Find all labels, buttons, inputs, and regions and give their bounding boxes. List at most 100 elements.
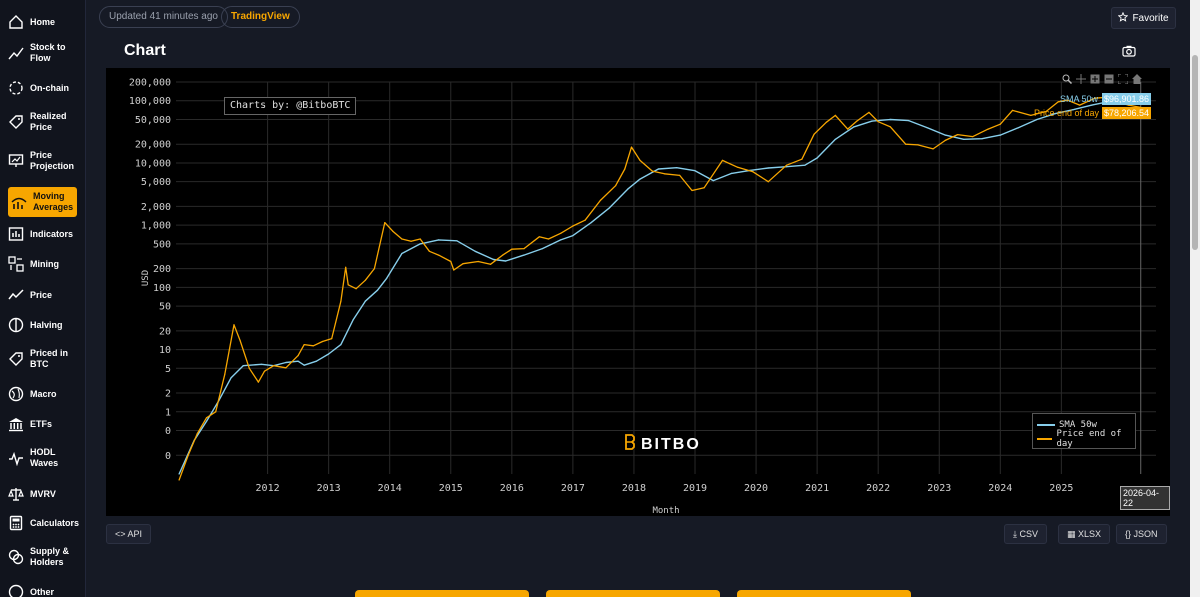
sidebar-item-hodl-waves[interactable]: HODL Waves — [8, 447, 78, 469]
price-point — [825, 121, 827, 123]
tradingview-button[interactable]: TradingView — [221, 6, 300, 28]
chart-panel: 200,000 100,000 50,000 20,000 10,000 5,000 2,0… — [106, 68, 1170, 516]
price-point — [987, 128, 989, 130]
x-tick-label: 2023 — [927, 483, 951, 494]
scrollbar-thumb[interactable] — [1192, 55, 1198, 250]
sidebar-item-etfs[interactable]: ETFs — [8, 416, 78, 432]
price-point — [856, 120, 858, 122]
price-point — [801, 158, 803, 160]
price-point — [511, 248, 513, 250]
sma-point — [1054, 113, 1056, 115]
tag-icon — [8, 114, 24, 130]
sidebar-item-supply-holders[interactable]: Supply & Holders — [8, 546, 78, 568]
bottom-tab-3[interactable] — [737, 590, 911, 597]
zoom-out-icon[interactable] — [1104, 71, 1114, 84]
y-tick-label: 100,000 — [129, 96, 171, 107]
price-point — [263, 370, 266, 372]
sma-point — [804, 164, 806, 166]
sidebar-item-macro[interactable]: Macro — [8, 386, 78, 402]
hover-price-value: $78,206.54 — [1102, 107, 1152, 119]
sma-point — [908, 120, 910, 122]
sma-point — [474, 250, 476, 252]
scale-icon — [8, 486, 24, 502]
zoom-in-icon[interactable] — [1090, 71, 1100, 84]
price-point — [572, 225, 574, 227]
price-end-of-day-line[interactable] — [178, 96, 1141, 481]
sma-point — [505, 260, 507, 262]
sma-point — [1073, 109, 1075, 111]
xlsx-button[interactable]: ▦ XLSX — [1058, 524, 1111, 544]
sidebar-item-price-projection[interactable]: Price Projection — [8, 150, 78, 172]
price-point — [624, 168, 626, 170]
autoscale-icon[interactable] — [1117, 71, 1129, 85]
sma-point — [456, 240, 458, 242]
price-point — [1011, 109, 1014, 111]
price-point — [477, 260, 479, 263]
sidebar-item-halving[interactable]: Halving — [8, 317, 78, 333]
y-tick-label: 50 — [159, 302, 171, 313]
page-scrollbar[interactable] — [1190, 0, 1200, 597]
sma-point — [834, 138, 837, 140]
legend-item-sma[interactable]: SMA 50w — [1037, 418, 1131, 432]
price-point — [312, 345, 314, 347]
sma-point — [340, 344, 342, 346]
y-tick-label: 1,000 — [141, 221, 171, 232]
sidebar-item-price[interactable]: Price — [8, 287, 78, 303]
sidebar-item-mining[interactable]: Mining — [8, 256, 78, 272]
price-point — [453, 269, 455, 271]
sidebar-item-home[interactable]: Home — [8, 14, 78, 30]
camera-icon[interactable] — [1122, 44, 1136, 58]
sma-point — [285, 361, 287, 364]
sidebar-item-other[interactable]: Other — [8, 584, 78, 597]
other-icon — [8, 584, 24, 597]
bottom-tab-1[interactable] — [355, 590, 529, 597]
onchain-icon — [8, 80, 24, 96]
price-point — [538, 236, 540, 238]
price-point — [560, 232, 562, 234]
sidebar-item-label: MVRV — [30, 488, 56, 499]
hover-price-name: Price end of day — [1034, 108, 1100, 118]
sidebar-item-stock-to-flow[interactable]: Stock to Flow — [8, 42, 78, 64]
y-tick-label: 2,000 — [141, 202, 171, 213]
price-point — [584, 219, 586, 221]
price-point — [599, 199, 601, 201]
sma-point — [328, 353, 330, 355]
sidebar-item-label: Priced in BTC — [30, 348, 69, 369]
y-tick-label: 2 — [165, 389, 171, 400]
y-tick-label: 0 — [165, 426, 171, 437]
bottom-tab-2[interactable] — [546, 590, 720, 597]
zoom-icon[interactable] — [1062, 71, 1073, 85]
api-button[interactable]: <> API — [106, 524, 152, 544]
sma-point — [981, 138, 983, 140]
sidebar-item-priced-in-btc[interactable]: Priced in BTC — [8, 348, 78, 370]
sma-point — [401, 252, 403, 255]
price-point — [428, 250, 430, 252]
sidebar-item-mvrv[interactable]: MVRV — [8, 486, 78, 502]
sma-point — [999, 134, 1001, 136]
bitbo-logo-icon — [624, 434, 636, 455]
sma-point — [230, 377, 232, 379]
csv-button[interactable]: ⤓ CSV — [1004, 524, 1048, 544]
favorite-button[interactable]: Favorite — [1111, 7, 1176, 29]
sidebar-item-moving-averages[interactable]: Moving Averages — [8, 187, 77, 217]
price-point — [257, 381, 259, 383]
sidebar-item-calculators[interactable]: Calculators — [8, 515, 79, 531]
reset-home-icon[interactable] — [1132, 71, 1142, 84]
json-button[interactable]: {} JSON — [1116, 524, 1167, 544]
sidebar-item-realized-price[interactable]: Realized Price — [8, 111, 78, 133]
price-point — [999, 123, 1001, 125]
pan-icon[interactable] — [1076, 71, 1086, 84]
page-title: Chart — [124, 42, 166, 59]
y-tick-label: 500 — [153, 239, 171, 250]
sidebar-item-on-chain[interactable]: On-chain — [8, 80, 78, 96]
x-tick-label: 2016 — [500, 483, 524, 494]
price-point — [957, 134, 959, 136]
price-point — [438, 254, 440, 256]
sma-point — [926, 127, 928, 129]
sidebar-item-indicators[interactable]: Indicators — [8, 226, 78, 242]
price-point — [1030, 114, 1032, 116]
price-point — [502, 254, 504, 256]
sma-point — [657, 168, 660, 170]
price-chart[interactable]: 200,000 100,000 50,000 20,000 10,000 5,000 2,0… — [106, 68, 1170, 516]
legend-item-price[interactable]: Price end of day — [1037, 429, 1131, 449]
